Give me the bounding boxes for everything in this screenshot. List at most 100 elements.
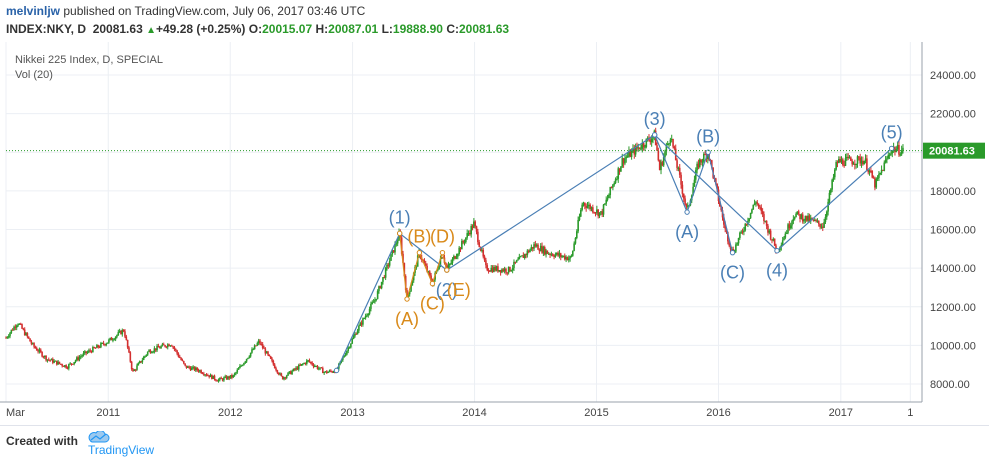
candle-body xyxy=(617,168,620,179)
wave-label: (C) xyxy=(720,263,745,283)
candle-body xyxy=(533,244,535,249)
candle-body xyxy=(605,199,608,204)
candle-body xyxy=(403,262,406,277)
candle-body xyxy=(92,347,94,353)
candle-body xyxy=(132,369,134,371)
candle-body xyxy=(408,291,411,295)
candle-body xyxy=(850,157,852,161)
candle-body xyxy=(189,367,192,371)
candle-body xyxy=(102,342,105,345)
candle-body xyxy=(328,370,331,372)
candle-body xyxy=(195,367,197,371)
candle-body xyxy=(816,220,819,222)
candle-body xyxy=(244,361,247,363)
open-label: O: xyxy=(248,22,263,36)
candle-body xyxy=(625,157,628,159)
candle-body xyxy=(261,344,264,348)
candle-body xyxy=(204,374,206,376)
tradingview-link[interactable]: TradingView xyxy=(88,443,155,457)
candle-body xyxy=(867,170,870,173)
candle-body xyxy=(69,363,71,365)
candle-body xyxy=(117,332,120,336)
candle-body xyxy=(724,224,726,229)
price-candles xyxy=(5,127,904,383)
candle-body xyxy=(828,192,831,202)
candle-body xyxy=(530,246,533,250)
candle-body xyxy=(272,360,275,365)
candle-body xyxy=(618,168,621,172)
candle-body xyxy=(672,138,674,147)
chart-area[interactable]: (1) (2) (3) (4) (5) (A) (B) (C) (D) (E) (A) (B) (C) … xyxy=(0,42,989,422)
candle-body xyxy=(610,186,613,188)
candle-body xyxy=(346,350,348,355)
candle-body xyxy=(57,361,59,365)
candle-body xyxy=(519,256,522,258)
candle-body xyxy=(755,202,757,204)
candle-body xyxy=(642,142,645,147)
x-tick-label: 2015 xyxy=(584,407,608,419)
candle-body xyxy=(45,355,47,361)
candle-body xyxy=(744,223,747,231)
candle-body xyxy=(735,244,737,252)
chart-background xyxy=(0,42,989,422)
y-tick-label: 22000.00 xyxy=(930,109,976,121)
candle-body xyxy=(788,224,791,229)
candle-body xyxy=(789,225,792,229)
candle-body xyxy=(442,257,444,259)
candle-body xyxy=(172,346,174,348)
candle-body xyxy=(148,350,150,352)
candle-body xyxy=(199,370,201,372)
candle-body xyxy=(795,213,797,218)
publisher-username[interactable]: melvinljw xyxy=(6,4,61,18)
candle-body xyxy=(463,242,466,244)
candle-body xyxy=(551,254,554,256)
candle-body xyxy=(311,362,313,365)
candle-body xyxy=(694,170,697,180)
candle-body xyxy=(428,271,431,276)
candle-body xyxy=(391,250,394,255)
candle-body xyxy=(224,376,227,378)
last-price-marker: 20081.63 xyxy=(6,142,985,159)
candle-body xyxy=(196,367,198,371)
series-title[interactable]: Nikkei 225 Index, D, SPECIAL xyxy=(15,54,163,66)
candle-body xyxy=(876,177,879,179)
volume-indicator-label[interactable]: Vol (20) xyxy=(15,69,53,81)
candle-body xyxy=(400,237,403,254)
candle-body xyxy=(585,205,587,208)
candle-body xyxy=(451,258,454,263)
candle-body xyxy=(636,146,638,149)
time-axis[interactable]: Mar 2011 2012 2013 2014 2015 2016 2017 1 xyxy=(0,401,922,419)
candle-body xyxy=(624,158,626,164)
candle-body xyxy=(177,353,180,357)
candle-body xyxy=(375,298,378,300)
tradingview-brand[interactable]: TradingView xyxy=(88,431,154,457)
candle-body xyxy=(128,347,130,353)
candle-body xyxy=(549,253,551,255)
candle-body xyxy=(883,162,886,171)
wave-pivot-point xyxy=(439,249,446,256)
candle-body xyxy=(609,186,612,196)
candle-body xyxy=(223,377,225,381)
candle-body xyxy=(769,230,772,240)
candle-body xyxy=(604,203,606,205)
candle-body xyxy=(249,352,252,357)
candle-body xyxy=(596,209,598,213)
candle-body xyxy=(322,368,324,374)
candle-body xyxy=(289,371,292,375)
candle-body xyxy=(438,266,440,270)
price-chart[interactable]: (1)(2)(3)(4)(5)(A)(B)(C)(D)(E)(A)(B)(C) … xyxy=(0,42,989,422)
candle-body xyxy=(471,225,474,228)
candle-body xyxy=(207,375,209,377)
candle-body xyxy=(559,253,562,257)
wave-label: (3) xyxy=(644,109,666,129)
candle-body xyxy=(506,272,509,274)
candle-body xyxy=(257,340,260,344)
candle-body xyxy=(94,347,97,349)
candle-body xyxy=(96,345,98,348)
candle-body xyxy=(567,258,570,261)
candle-body xyxy=(864,158,867,161)
candle-body xyxy=(255,345,257,347)
candle-body xyxy=(550,254,553,256)
candle-body xyxy=(686,205,689,207)
candle-body xyxy=(542,247,545,253)
